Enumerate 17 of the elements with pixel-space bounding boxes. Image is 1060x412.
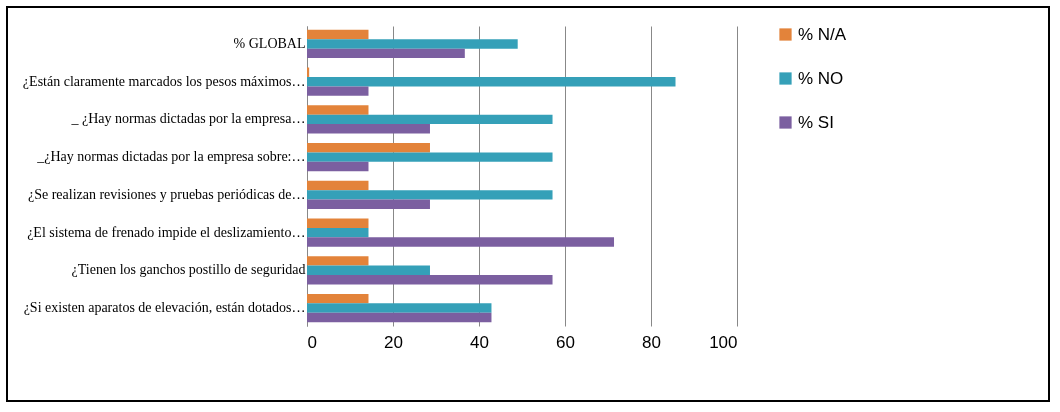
legend-label: % SI xyxy=(798,112,834,132)
y-tick-label: ¿Se realizan revisiones y pruebas periódicas de… xyxy=(27,186,306,202)
y-tick-label: _ ¿Hay normas dictadas por la empresa… xyxy=(70,111,306,127)
x-tick-label: 20 xyxy=(384,332,403,352)
x-tick-label: 40 xyxy=(470,332,489,352)
legend-label: % NO xyxy=(798,68,844,88)
y-tick-label: ¿Están claramente marcados los pesos máximos… xyxy=(22,73,306,89)
y-tick-label: % GLOBAL xyxy=(233,35,306,51)
y-tick-label: _¿Hay normas dictadas por la empresa sobre:… xyxy=(36,149,306,165)
y-tick-label: ¿Si existen aparatos de elevación, están dotados… xyxy=(23,300,306,316)
y-tick-label: ¿Tienen los ganchos postillo de seguridad xyxy=(71,262,306,278)
legend-label: % N/A xyxy=(798,24,847,44)
x-tick-label: 100 xyxy=(709,332,738,352)
y-tick-label: ¿El sistema de frenado impide el deslizamiento… xyxy=(27,224,306,240)
x-tick-label: 80 xyxy=(642,332,661,352)
x-tick-label: 60 xyxy=(556,332,575,352)
x-tick-label: 0 xyxy=(307,332,317,352)
